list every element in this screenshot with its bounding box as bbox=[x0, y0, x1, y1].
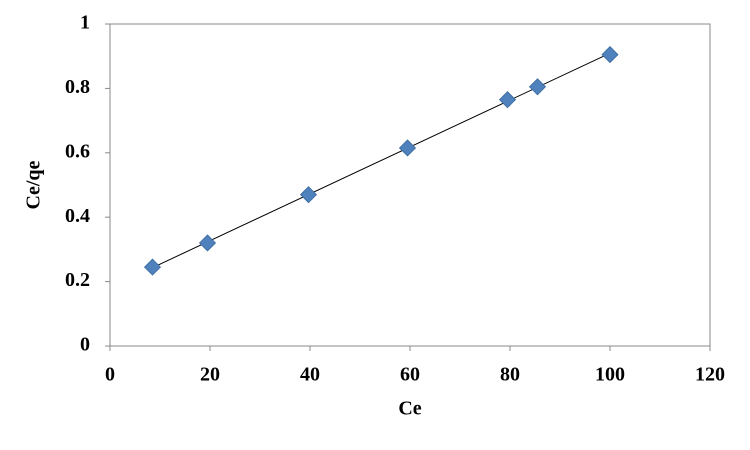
y-tick-label: 0.6 bbox=[65, 140, 90, 162]
y-axis-label: Ce/qe bbox=[23, 160, 45, 209]
data-point bbox=[498, 91, 517, 109]
x-tick-label: 20 bbox=[200, 364, 220, 386]
y-tick-label: 0 bbox=[80, 334, 90, 356]
x-tick-label: 60 bbox=[400, 364, 420, 386]
data-point bbox=[299, 186, 318, 204]
y-tick-label: 0.8 bbox=[65, 76, 90, 98]
data-point bbox=[398, 139, 417, 157]
x-tick-label: 100 bbox=[595, 364, 625, 386]
x-tick-label: 40 bbox=[300, 364, 320, 386]
y-tick-label: 0.2 bbox=[65, 269, 90, 291]
plot-area bbox=[109, 23, 711, 347]
data-point bbox=[601, 46, 619, 64]
y-tick-label: 1 bbox=[80, 12, 90, 34]
x-axis-label: Ce bbox=[398, 398, 421, 420]
data-point bbox=[198, 234, 217, 252]
x-tick-label: 80 bbox=[500, 364, 520, 386]
x-tick-label: 120 bbox=[695, 364, 725, 386]
x-tick-label: 0 bbox=[105, 364, 115, 386]
data-point bbox=[143, 258, 162, 276]
data-point bbox=[528, 78, 547, 96]
y-tick-label: 0.4 bbox=[65, 205, 90, 227]
